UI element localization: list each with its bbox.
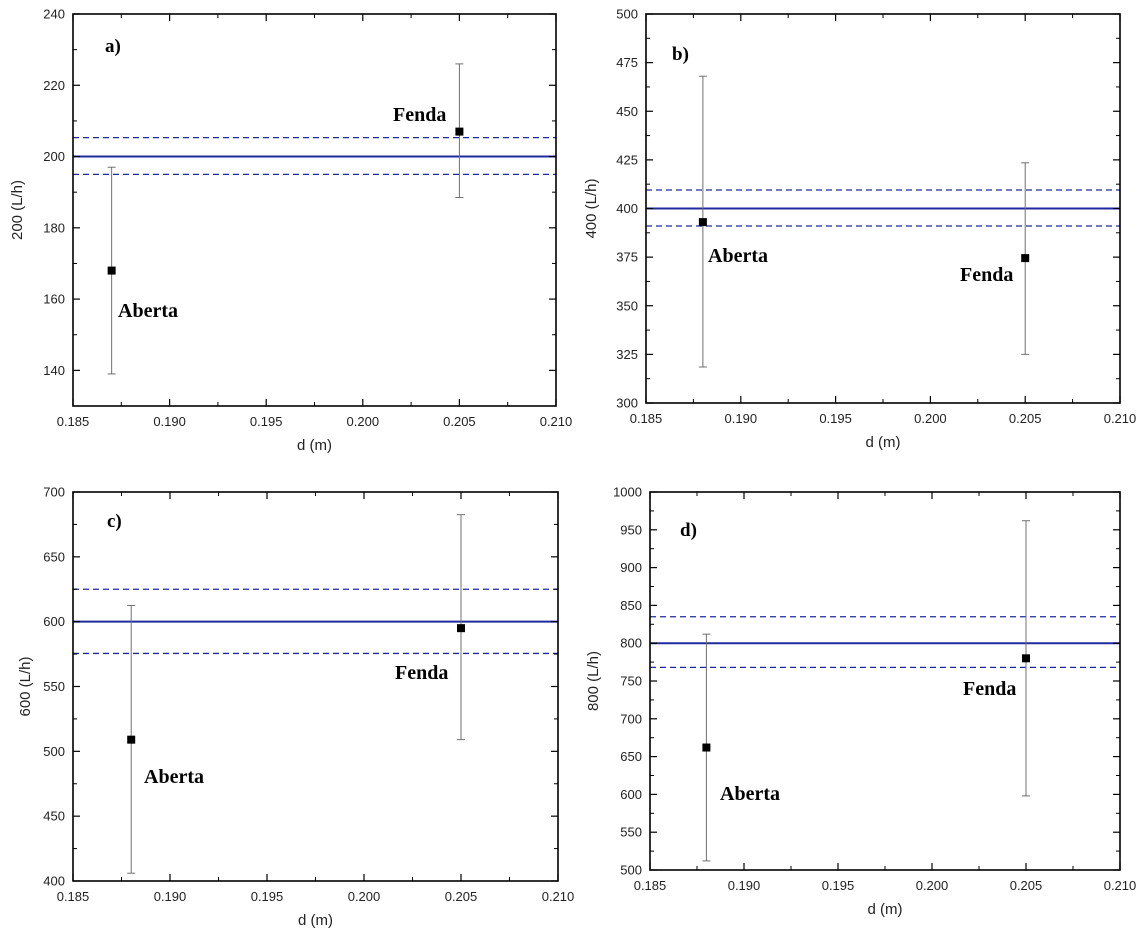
data-point-aberta — [698, 218, 707, 227]
point-label-fenda: Fenda — [395, 662, 448, 684]
x-tick-label: 0.205 — [443, 414, 476, 429]
y-tick-label: 600 — [620, 787, 642, 802]
x-tick-label: 0.210 — [542, 889, 575, 904]
x-tick-label: 0.205 — [1010, 878, 1043, 893]
panel-label: d) — [680, 520, 697, 541]
point-label-fenda: Fenda — [960, 264, 1013, 286]
data-point-aberta — [702, 743, 711, 752]
x-tick-label: 0.210 — [540, 414, 573, 429]
point-label-fenda: Fenda — [963, 678, 1016, 700]
x-axis-title: d (m) — [298, 912, 333, 929]
y-tick-label: 450 — [616, 104, 638, 119]
y-tick-label: 300 — [616, 396, 638, 411]
x-tick-label: 0.190 — [154, 889, 187, 904]
y-tick-label: 850 — [620, 598, 642, 613]
y-tick-label: 500 — [620, 863, 642, 878]
x-tick-label: 0.195 — [250, 414, 283, 429]
panel-label: a) — [105, 36, 121, 57]
y-tick-label: 500 — [43, 744, 65, 759]
x-tick-label: 0.185 — [57, 414, 90, 429]
plot-frame — [72, 491, 559, 882]
y-tick-label: 350 — [616, 298, 638, 313]
y-tick-label: 600 — [43, 614, 65, 629]
y-tick-label: 700 — [620, 711, 642, 726]
x-tick-label: 0.200 — [348, 889, 381, 904]
x-tick-label: 0.205 — [1009, 411, 1042, 426]
y-tick-label: 900 — [620, 560, 642, 575]
y-tick-label: 180 — [43, 220, 65, 235]
x-tick-label: 0.195 — [251, 889, 284, 904]
chart-panel-2: 0.185 0.190 0.195 0.200 0.205 0.210 300 325 350 3… — [583, 7, 1136, 452]
y-tick-label: 400 — [616, 201, 638, 216]
point-label-aberta: Aberta — [118, 300, 178, 322]
y-tick-label: 750 — [620, 674, 642, 689]
chart-panel-3: 0.185 0.190 0.195 0.200 0.205 0.210 400 450 500 5… — [17, 485, 574, 930]
x-tick-label: 0.190 — [153, 414, 186, 429]
panel-label: c) — [107, 511, 122, 532]
x-tick-label: 0.205 — [445, 889, 478, 904]
x-axis-title: d (m) — [866, 434, 901, 451]
y-axis-title: 200 (L/h) — [9, 180, 26, 240]
x-tick-label: 0.195 — [819, 411, 852, 426]
plot-frame — [72, 13, 557, 407]
point-label-aberta: Aberta — [720, 783, 780, 805]
y-tick-label: 950 — [620, 522, 642, 537]
y-axis-title: 600 (L/h) — [17, 656, 34, 716]
data-point-fenda — [1022, 654, 1030, 663]
plot-frame — [649, 491, 1121, 871]
point-label-fenda: Fenda — [393, 104, 446, 126]
y-tick-label: 650 — [43, 549, 65, 564]
x-tick-label: 0.185 — [57, 889, 90, 904]
chart-panel-4: 0.185 0.190 0.195 0.200 0.205 0.210 500 550 600 6… — [585, 485, 1136, 919]
chart-panel-1: 0.185 0.190 0.195 0.200 0.205 0.210 140 160 180 2… — [9, 7, 572, 455]
x-tick-label: 0.185 — [634, 878, 667, 893]
y-tick-label: 400 — [43, 874, 65, 889]
y-tick-label: 240 — [43, 7, 65, 22]
x-tick-label: 0.185 — [630, 411, 663, 426]
x-tick-label: 0.210 — [1104, 878, 1137, 893]
data-point-fenda — [1021, 254, 1030, 263]
panel-label: b) — [672, 44, 689, 65]
point-label-aberta: Aberta — [708, 245, 768, 267]
y-tick-label: 650 — [620, 749, 642, 764]
y-tick-label: 220 — [43, 78, 65, 93]
data-point-fenda — [457, 624, 465, 633]
y-axis-title: 400 (L/h) — [583, 178, 600, 238]
y-tick-label: 500 — [616, 7, 638, 22]
y-tick-label: 200 — [43, 149, 65, 164]
point-label-aberta: Aberta — [144, 766, 204, 788]
x-axis-title: d (m) — [868, 901, 903, 918]
data-point-fenda — [455, 127, 464, 136]
x-tick-label: 0.200 — [347, 414, 380, 429]
y-tick-label: 140 — [43, 363, 65, 378]
y-tick-label: 550 — [620, 825, 642, 840]
data-point-aberta — [127, 735, 136, 744]
x-tick-label: 0.210 — [1104, 411, 1137, 426]
y-tick-label: 375 — [616, 250, 638, 265]
y-tick-label: 800 — [620, 636, 642, 651]
data-point-aberta — [107, 266, 116, 275]
x-tick-label: 0.190 — [728, 878, 761, 893]
y-tick-label: 160 — [43, 292, 65, 307]
y-tick-label: 700 — [43, 485, 65, 500]
x-tick-label: 0.195 — [822, 878, 855, 893]
y-tick-label: 550 — [43, 679, 65, 694]
y-tick-label: 450 — [43, 809, 65, 824]
y-axis-title: 800 (L/h) — [585, 651, 602, 711]
x-tick-label: 0.200 — [916, 878, 949, 893]
x-tick-label: 0.200 — [914, 411, 947, 426]
y-tick-label: 325 — [616, 347, 638, 362]
x-axis-title: d (m) — [297, 437, 332, 454]
y-tick-label: 425 — [616, 152, 638, 167]
y-tick-label: 475 — [616, 55, 638, 70]
x-tick-label: 0.190 — [725, 411, 758, 426]
y-tick-label: 1000 — [613, 485, 642, 500]
